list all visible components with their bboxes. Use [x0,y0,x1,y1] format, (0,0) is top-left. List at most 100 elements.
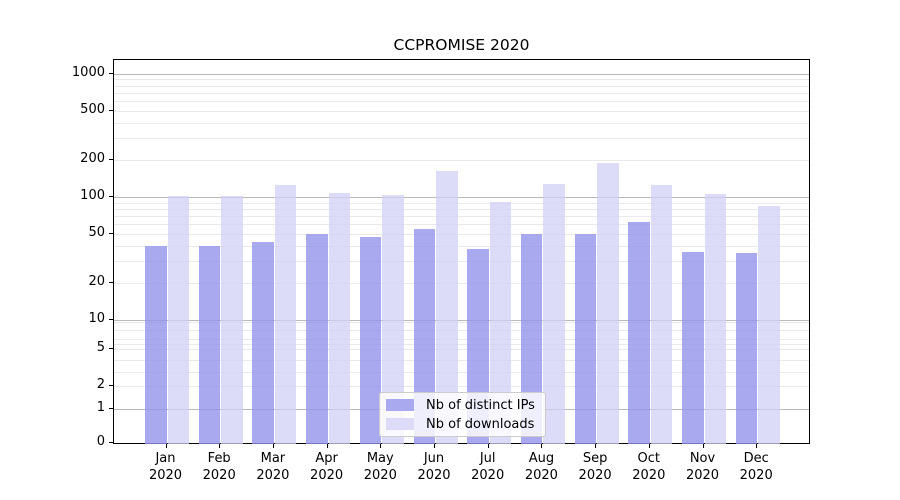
gridline-minor [114,92,809,94]
x-tick-label: May 2020 [363,451,397,483]
x-tick-label: Sep 2020 [578,451,612,483]
y-tick [109,233,113,235]
x-tick-label: Nov 2020 [685,451,720,483]
x-tick-label: Jan 2020 [148,451,183,483]
y-tick-label: 2 [96,376,105,392]
bar-distinct-ips [252,242,274,444]
x-tick [702,444,704,448]
legend-label-distinct-ips: Nb of distinct IPs [426,397,535,413]
x-tick-label: Dec 2020 [739,451,773,483]
bar-downloads [704,194,726,444]
y-tick [109,442,113,443]
bar-downloads [489,202,512,444]
gridline-minor [114,202,809,204]
x-tick-label: Jun 2020 [417,451,451,483]
y-tick [109,158,113,160]
bar-downloads [274,184,297,444]
y-tick [109,109,113,111]
bar-distinct-ips [306,234,328,444]
y-tick-label: 1000 [71,64,105,80]
x-tick-label: Apr 2020 [310,451,344,483]
bar-downloads [328,193,351,444]
gridline-minor [114,138,809,140]
plot-area [113,59,810,444]
bar-distinct-ips [145,246,167,444]
bar-downloads [382,194,404,444]
bar-downloads [597,163,619,444]
x-tick [434,444,435,448]
y-tick [109,72,113,74]
gridline-minor [114,344,809,345]
x-tick [165,444,167,448]
gridline-minor [114,101,809,103]
gridline-minor [114,349,809,351]
gridline-minor [114,224,809,226]
x-tick-label: Aug 2020 [524,451,558,483]
x-tick [326,444,328,448]
bar-downloads [221,196,243,444]
bar-downloads [167,196,189,444]
gridline-minor [114,261,809,263]
x-tick [219,444,221,448]
bar-distinct-ips [628,221,650,444]
gridline-minor [114,79,809,81]
gridline-minor [114,372,809,373]
y-tick [109,408,113,409]
x-tick [648,444,650,448]
x-tick-label: Mar 2020 [256,451,290,483]
gridline-minor [114,322,809,323]
y-tick-label: 20 [88,274,105,290]
bar-distinct-ips [520,234,543,444]
x-tick-label: Oct 2020 [632,451,666,483]
y-tick-label: 500 [80,101,105,117]
bar-distinct-ips [359,237,382,444]
y-tick [109,196,113,197]
x-tick [595,444,597,448]
gridline-minor [114,283,809,285]
y-tick-label: 0 [96,434,105,449]
x-tick [380,444,382,448]
gridline-minor [114,110,809,112]
bar-distinct-ips [574,234,597,444]
legend-swatch-downloads [386,418,414,430]
gridline-minor [114,122,809,124]
y-tick-label: 100 [80,188,105,203]
gridline-major [114,73,809,75]
y-tick [109,282,113,284]
bar-distinct-ips [198,246,221,444]
x-tick-label: Feb 2020 [202,451,236,483]
gridline-major [114,197,809,198]
x-tick [487,444,489,448]
y-tick-label: 10 [88,311,105,327]
legend-item-downloads: Nb of downloads [386,416,537,432]
chart-title: CCPROMISE 2020 [393,36,530,54]
gridline-minor [114,339,809,340]
gridline-minor [114,216,809,218]
legend: Nb of distinct IPs Nb of downloads [379,392,546,437]
legend-label-downloads: Nb of downloads [426,416,535,432]
gridline-minor [114,385,809,387]
gridline-minor [114,208,809,210]
legend-swatch-distinct-ips [386,399,414,411]
x-tick [541,444,543,448]
bar-downloads [758,205,780,444]
bar-downloads [650,185,673,444]
x-tick-label: Jul 2020 [471,451,505,483]
bar-distinct-ips [735,253,758,444]
x-tick [272,444,274,448]
bar-downloads [543,184,565,444]
y-tick [109,384,113,386]
legend-item-distinct-ips: Nb of distinct IPs [386,397,537,413]
y-tick-label: 1 [96,400,105,415]
y-tick [109,319,113,321]
y-tick-label: 200 [80,150,105,166]
x-tick [756,444,758,448]
y-tick [109,347,113,349]
y-tick-label: 5 [96,339,105,355]
y-tick-label: 50 [88,225,105,241]
gridline-minor [114,85,809,87]
bar-distinct-ips [682,251,704,444]
gridline-minor [114,360,809,361]
gridline-major [114,320,809,322]
